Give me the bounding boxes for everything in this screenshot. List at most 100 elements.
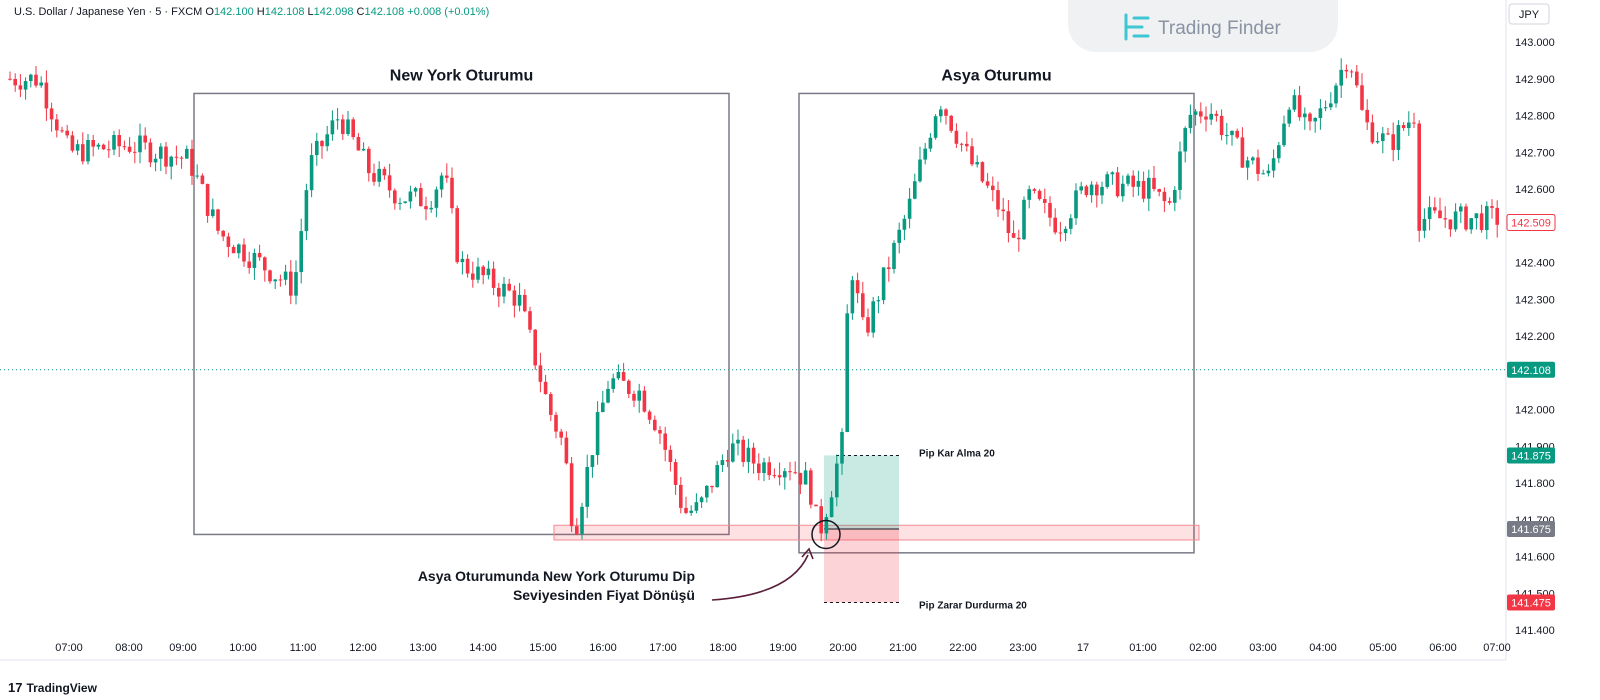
price-tick-label: 142.200 xyxy=(1515,331,1555,343)
price-marker xyxy=(1507,447,1555,464)
candle-body xyxy=(1313,118,1317,122)
candle-body xyxy=(642,390,647,412)
candle-body xyxy=(1079,186,1083,191)
candle-body xyxy=(1443,218,1447,220)
candle-body xyxy=(112,135,116,150)
candle-body xyxy=(1178,151,1182,190)
candle-body xyxy=(731,443,735,462)
candle-body xyxy=(1001,209,1005,212)
candle-body xyxy=(871,301,875,333)
candle-body xyxy=(720,460,725,466)
candle-body xyxy=(798,472,803,485)
candle-body xyxy=(413,188,418,192)
candle-body xyxy=(1063,228,1068,234)
price-tick-label: 142.600 xyxy=(1515,184,1555,196)
candle-body xyxy=(980,162,985,182)
candle-body xyxy=(814,504,818,507)
tradingview-name: TradingView xyxy=(26,681,97,695)
candle-body xyxy=(252,252,257,268)
candle-body xyxy=(569,463,574,527)
price-marker-label: 142.509 xyxy=(1511,217,1551,229)
candle-body xyxy=(387,175,392,191)
candle-body xyxy=(1084,186,1089,196)
candle-body xyxy=(1287,109,1291,124)
price-tick-label: 143.000 xyxy=(1515,37,1555,49)
trading-finder-logo-icon xyxy=(1124,13,1150,41)
candle-body xyxy=(434,189,439,208)
candle-body xyxy=(107,149,111,151)
candle-body xyxy=(528,311,532,330)
candle-body xyxy=(1011,233,1016,238)
candle-body xyxy=(81,144,85,162)
candle-body xyxy=(356,137,361,151)
candle-body xyxy=(1303,113,1307,118)
time-tick-label: 12:00 xyxy=(349,642,377,654)
candle-body xyxy=(637,390,641,401)
candle-body xyxy=(377,168,381,182)
reversal-circle xyxy=(811,519,841,550)
candle-body xyxy=(611,378,615,389)
time-tick-label: 07:00 xyxy=(1483,642,1511,654)
candle-body xyxy=(450,177,454,209)
candle-body xyxy=(892,242,896,270)
candle-body xyxy=(1329,103,1333,108)
candle-body xyxy=(278,279,283,281)
candle-body xyxy=(549,394,553,415)
candle-body xyxy=(855,280,860,294)
time-tick-label: 16:00 xyxy=(589,642,617,654)
candle-body xyxy=(320,140,324,147)
candle-body xyxy=(1453,211,1458,230)
candle-body xyxy=(694,502,699,511)
close-value: 142.108 xyxy=(364,6,405,18)
candle-body xyxy=(1459,206,1463,212)
candle-body xyxy=(533,329,537,366)
close-label: C xyxy=(356,6,365,18)
candle-body xyxy=(8,78,12,80)
candle-body xyxy=(627,380,631,394)
candle-body xyxy=(471,273,475,280)
candle-body xyxy=(1469,218,1473,230)
candle-body xyxy=(1438,210,1442,219)
candle-body xyxy=(1136,180,1141,187)
candle-body xyxy=(476,266,480,280)
candle-body xyxy=(325,134,329,147)
candle-body xyxy=(580,506,584,534)
time-tick-label: 14:00 xyxy=(469,642,497,654)
candle-body xyxy=(933,116,938,138)
candle-body xyxy=(1365,109,1369,123)
candle-body xyxy=(1069,218,1073,229)
candle-body xyxy=(512,290,517,306)
candle-body xyxy=(304,190,309,232)
candle-body xyxy=(1282,123,1286,146)
candle-body xyxy=(944,109,948,116)
candle-body xyxy=(699,497,704,503)
candle-body xyxy=(205,183,210,216)
candle-body xyxy=(595,412,600,456)
candle-body xyxy=(741,439,745,462)
time-tick-label: 18:00 xyxy=(709,642,737,654)
stop-loss-box xyxy=(824,528,899,603)
candle-body xyxy=(1043,199,1047,203)
candle-body xyxy=(39,82,43,86)
candle-body xyxy=(970,146,974,165)
candle-body xyxy=(902,218,907,230)
candle-body xyxy=(762,462,766,473)
stop-loss-label: Pip Zarar Durdurma 20 xyxy=(919,600,1027,611)
high-value: 142.108 xyxy=(264,6,305,18)
candle-body xyxy=(216,209,220,231)
candle-body xyxy=(1391,134,1395,150)
candle-body xyxy=(393,190,397,204)
candle-body xyxy=(829,497,834,518)
candle-body xyxy=(200,175,205,184)
time-tick-label: 19:00 xyxy=(769,642,797,654)
candle-body xyxy=(1100,186,1104,196)
candle-body xyxy=(299,231,303,273)
candle-body xyxy=(13,78,17,86)
candle-body xyxy=(117,135,121,147)
candle-body xyxy=(647,411,652,420)
candle-body xyxy=(1370,122,1375,143)
candle-body xyxy=(429,207,433,210)
candle-body xyxy=(1157,189,1161,192)
candle-body xyxy=(445,175,449,178)
